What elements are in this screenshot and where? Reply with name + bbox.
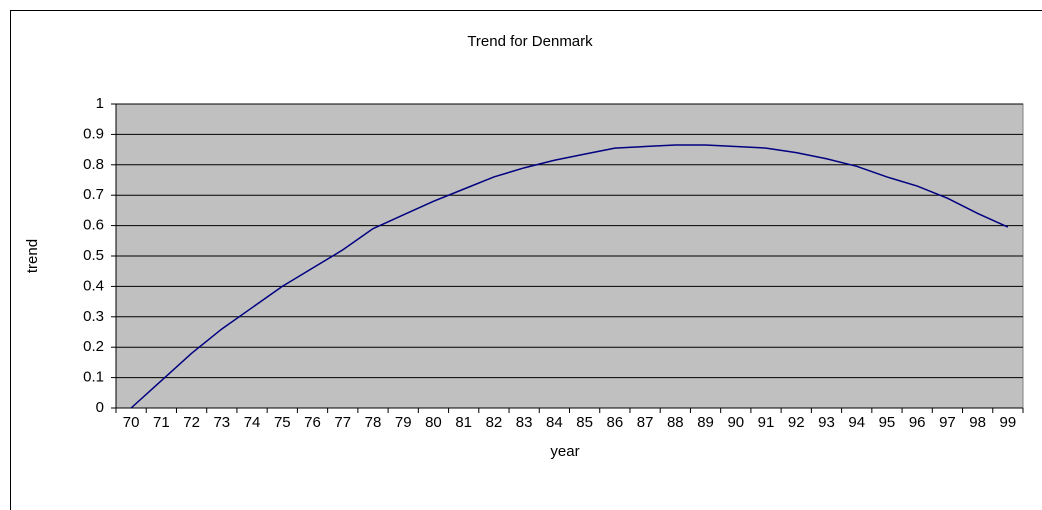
- x-tick-label: 84: [546, 414, 563, 431]
- x-tick-label: 94: [848, 414, 865, 431]
- x-tick-label: 98: [969, 414, 986, 431]
- y-tick-label: 0.2: [83, 338, 104, 355]
- x-tick-label: 89: [697, 414, 714, 431]
- x-tick-label: 91: [758, 414, 775, 431]
- x-tick-label: 79: [395, 414, 412, 431]
- x-tick-label: 70: [123, 414, 140, 431]
- x-tick-label: 80: [425, 414, 442, 431]
- y-tick-label: 0.4: [83, 277, 104, 294]
- x-tick-label: 86: [607, 414, 624, 431]
- y-tick-label: 0.3: [83, 308, 104, 325]
- x-tick-label: 87: [637, 414, 654, 431]
- x-tick-label: 97: [939, 414, 956, 431]
- x-axis-label: year: [550, 443, 579, 460]
- y-tick-label: 0.5: [83, 247, 104, 264]
- y-tick-label: 0: [96, 399, 104, 416]
- x-tick-label: 96: [909, 414, 926, 431]
- x-tick-label: 72: [183, 414, 200, 431]
- x-tick-label: 83: [516, 414, 533, 431]
- data-line: [130, 144, 1009, 409]
- x-tick-label: 99: [1000, 414, 1017, 431]
- x-tick-label: 82: [486, 414, 503, 431]
- y-tick-label: 0.8: [83, 156, 104, 173]
- y-tick-label: 0.9: [83, 125, 104, 142]
- x-tick-label: 74: [244, 414, 261, 431]
- x-tick-label: 75: [274, 414, 291, 431]
- x-tick-label: 77: [334, 414, 351, 431]
- y-tick-label: 0.7: [83, 186, 104, 203]
- x-tick-label: 85: [576, 414, 593, 431]
- y-tick-label: 0.6: [83, 217, 104, 234]
- x-tick-label: 90: [727, 414, 744, 431]
- chart-title: Trend for Denmark: [467, 33, 593, 50]
- x-tick-label: 93: [818, 414, 835, 431]
- y-tick-label: 0.1: [83, 369, 104, 386]
- x-tick-label: 78: [365, 414, 382, 431]
- x-tick-label: 92: [788, 414, 805, 431]
- y-axis-label: trend: [24, 239, 41, 273]
- y-tick-label: 1: [96, 95, 104, 112]
- x-tick-label: 88: [667, 414, 684, 431]
- x-tick-label: 76: [304, 414, 321, 431]
- x-tick-label: 95: [879, 414, 896, 431]
- x-tick-label: 73: [213, 414, 230, 431]
- x-tick-label: 81: [455, 414, 472, 431]
- x-tick-label: 71: [153, 414, 170, 431]
